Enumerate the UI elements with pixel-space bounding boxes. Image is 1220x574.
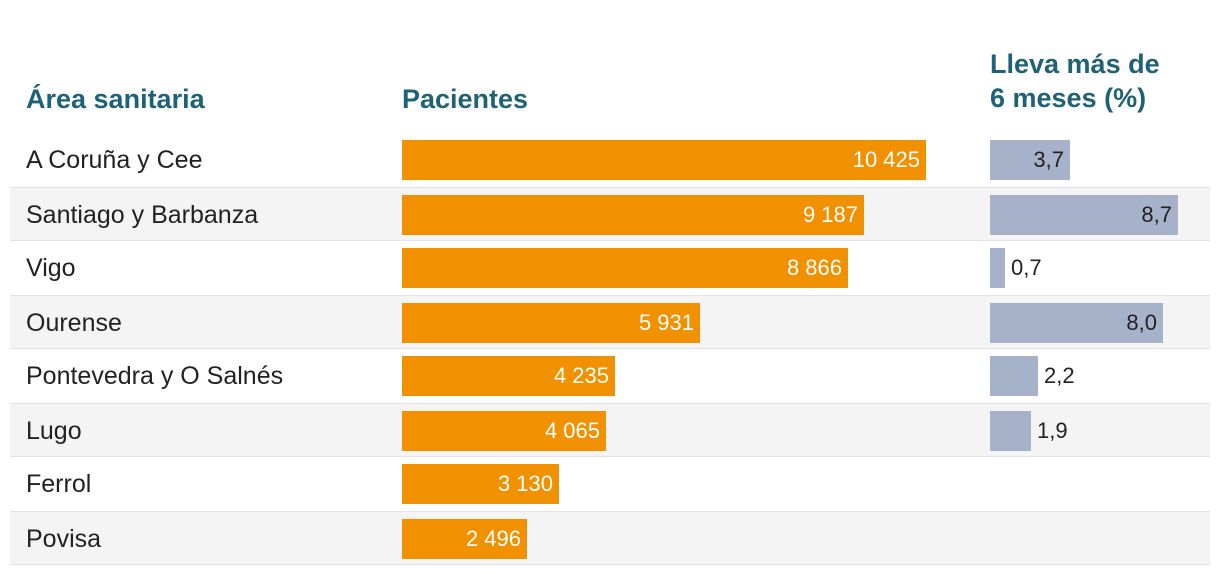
pacientes-value: 3 130 [497,471,553,496]
column-header-lleva-line-2: 6 meses (%) [990,83,1147,113]
pacientes-bar: 10 425 [402,140,926,180]
lleva-bar: 8,0 [990,303,1163,343]
pacientes-value: 8 866 [786,255,842,280]
pacientes-value: 4 065 [544,418,600,443]
column-header-lleva: Lleva más de 6 meses (%) [990,47,1190,115]
pacientes-bar: 8 866 [402,248,848,288]
pacientes-bar: 3 130 [402,464,559,504]
area-label: A Coruña y Cee [26,146,203,174]
pacientes-bar: 4 235 [402,356,615,396]
pacientes-value: 2 496 [465,526,521,551]
table-row: Ferrol 3 130 [10,457,1210,511]
lleva-value: 8,0 [1126,310,1157,335]
table-row: Santiago y Barbanza 9 187 8,7 [10,187,1210,241]
pacientes-value: 5 931 [638,310,694,335]
column-header-area: Área sanitaria [26,84,205,114]
table-row: Pontevedra y O Salnés 4 235 2,2 [10,349,1210,403]
area-label: Ourense [26,309,122,337]
table-row: Povisa 2 496 [10,511,1210,565]
area-label: Lugo [26,417,82,445]
pacientes-bar: 2 496 [402,519,527,559]
lleva-bar: 1,9 [990,411,1068,451]
column-header-pacientes: Pacientes [402,84,529,114]
lleva-value: 2,2 [1044,363,1075,388]
table-row: Lugo 4 065 1,9 [10,403,1210,457]
area-label: Ferrol [26,470,92,498]
area-label: Povisa [26,525,102,553]
pacientes-bar: 9 187 [402,195,864,235]
lleva-value: 3,7 [1033,147,1064,172]
table-row: A Coruña y Cee 10 425 3,7 [10,133,1210,187]
lleva-bar: 0,7 [990,248,1042,288]
lleva-bar: 2,2 [990,356,1075,396]
lleva-value: 1,9 [1037,418,1068,443]
lleva-bar: 3,7 [990,140,1070,180]
pacientes-bar: 4 065 [402,411,606,451]
pacientes-value: 9 187 [802,202,858,227]
pacientes-bar: 5 931 [402,303,700,343]
table-row: Ourense 5 931 8,0 [10,295,1210,349]
lleva-value: 0,7 [1011,255,1042,280]
pacientes-value: 10 425 [852,147,920,172]
area-label: Pontevedra y O Salnés [26,362,284,390]
table-row: Vigo 8 866 0,7 [10,241,1210,295]
area-label: Vigo [26,254,76,282]
area-label: Santiago y Barbanza [26,201,259,229]
lleva-value: 8,7 [1141,202,1172,227]
pacientes-value: 4 235 [553,363,609,388]
lleva-bar: 8,7 [990,195,1178,235]
column-header-lleva-line-1: Lleva más de [990,49,1160,79]
